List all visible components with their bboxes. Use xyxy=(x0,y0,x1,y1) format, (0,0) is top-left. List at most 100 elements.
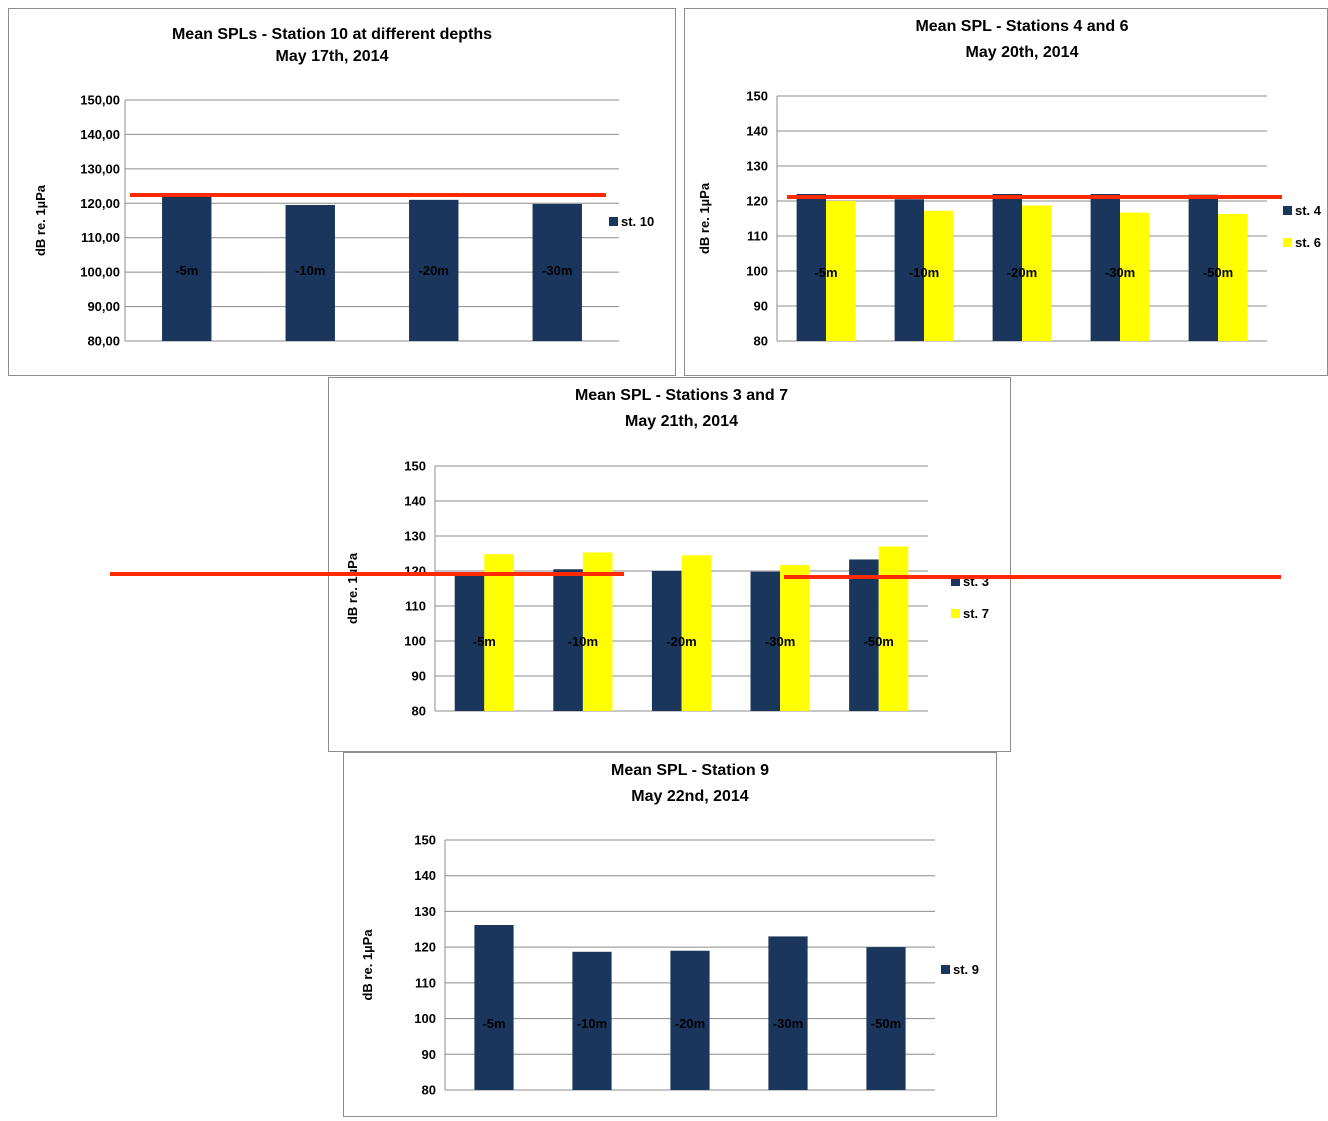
bar-st-7-minus-5m xyxy=(484,554,514,711)
y-tick-label: 130 xyxy=(746,159,768,174)
bar-st-4-minus-50m xyxy=(1188,194,1218,341)
y-tick-label: 100,00 xyxy=(80,265,120,280)
bar-st-10-minus-20m xyxy=(409,199,459,341)
bar-st-6-minus-10m xyxy=(924,210,954,341)
x-tick-label: -20m xyxy=(419,263,449,278)
x-tick-label: -5m xyxy=(473,634,496,649)
x-tick-label: -30m xyxy=(1105,265,1135,280)
bar-st-10-minus-5m xyxy=(162,196,212,341)
y-tick-label: 100 xyxy=(746,264,768,279)
y-tick-label: 120 xyxy=(746,194,768,209)
legend-swatch xyxy=(609,217,618,226)
y-axis-label: dB re. 1µPa xyxy=(33,184,48,256)
y-tick-label: 100 xyxy=(404,634,426,649)
x-tick-label: -5m xyxy=(175,263,198,278)
y-tick-label: 110,00 xyxy=(81,230,120,245)
x-tick-label: -50m xyxy=(1203,265,1233,280)
bar-st-6-minus-20m xyxy=(1022,205,1052,341)
chart-subtitle: May 21th, 2014 xyxy=(625,413,738,430)
bar-st-6-minus-50m xyxy=(1218,213,1248,341)
y-tick-label: 130 xyxy=(414,904,436,919)
legend-label: st. 7 xyxy=(963,606,989,621)
chart-subtitle: May 17th, 2014 xyxy=(276,48,389,65)
y-tick-label: 90 xyxy=(422,1047,436,1062)
bar-st-10-minus-10m xyxy=(285,205,335,341)
y-tick-label: 150 xyxy=(746,89,768,104)
chart-panel-stations-4-6: Mean SPL - Stations 4 and 6 May 20th, 201… xyxy=(684,8,1328,376)
x-tick-label: -50m xyxy=(864,634,894,649)
bar-st-6-minus-5m xyxy=(826,201,856,341)
chart-panel-stations-3-7: Mean SPL - Stations 3 and 7 May 21th, 201… xyxy=(328,377,1011,752)
chart-subtitle: May 22nd, 2014 xyxy=(631,788,749,805)
chart-station-9: Mean SPL - Station 9 May 22nd, 2014 80 90 10… xyxy=(360,762,979,1098)
y-tick-label: 80 xyxy=(422,1083,436,1098)
legend-label: st. 9 xyxy=(953,962,979,977)
y-tick-label: 140 xyxy=(404,494,426,509)
bar-st-3-minus-10m xyxy=(553,569,583,711)
bar-st-9-minus-20m xyxy=(670,950,710,1090)
bar-st-6-minus-30m xyxy=(1120,212,1150,341)
y-tick-label: 140 xyxy=(746,124,768,139)
y-tick-label: 80 xyxy=(754,334,768,349)
legend-label: st. 3 xyxy=(963,574,989,589)
x-tick-label: -30m xyxy=(773,1016,803,1031)
y-tick-label: 110 xyxy=(405,599,426,614)
y-tick-label: 150 xyxy=(414,833,436,848)
x-tick-label: -20m xyxy=(666,634,696,649)
y-tick-label: 130 xyxy=(404,529,426,544)
y-axis-label: dB re. 1µPa xyxy=(697,182,712,254)
bar-st-7-minus-30m xyxy=(780,565,810,711)
y-tick-label: 90 xyxy=(754,299,768,314)
y-tick-label: 90 xyxy=(412,669,426,684)
chart-title: Mean SPL - Stations 3 and 7 xyxy=(575,387,788,404)
x-tick-label: -30m xyxy=(765,634,795,649)
x-tick-label: -20m xyxy=(1007,265,1037,280)
chart-stations-4-6: Mean SPL - Stations 4 and 6 May 20th, 201… xyxy=(697,18,1322,349)
y-tick-label: 120 xyxy=(414,940,436,955)
legend-swatch xyxy=(951,609,960,618)
chart-panel-station-10: Mean SPLs - Station 10 at different dept… xyxy=(8,8,676,376)
bar-st-3-minus-5m xyxy=(454,572,485,711)
x-tick-label: -10m xyxy=(568,634,598,649)
legend-swatch xyxy=(1283,206,1292,215)
bar-st-4-minus-20m xyxy=(992,194,1022,341)
chart-station-10: Mean SPLs - Station 10 at different dept… xyxy=(33,26,654,349)
bar-st-9-minus-30m xyxy=(768,936,808,1090)
legend-swatch xyxy=(951,577,960,586)
y-tick-label: 120,00 xyxy=(80,196,120,211)
bar-st-9-minus-50m xyxy=(866,947,906,1090)
bar-st-7-minus-20m xyxy=(681,555,712,711)
bar-st-9-minus-5m xyxy=(474,925,514,1090)
legend-label: st. 6 xyxy=(1295,235,1321,250)
bar-st-7-minus-50m xyxy=(878,546,909,711)
chart-title: Mean SPL - Station 9 xyxy=(611,762,769,779)
x-tick-label: -30m xyxy=(542,263,572,278)
legend-label: st. 10 xyxy=(621,214,654,229)
chart-panel-station-9: Mean SPL - Station 9 May 22nd, 2014 80 90 10… xyxy=(343,752,997,1117)
x-tick-label: -50m xyxy=(871,1016,901,1031)
chart-subtitle: May 20th, 2014 xyxy=(966,44,1079,61)
bar-st-10-minus-30m xyxy=(532,203,582,341)
chart-stations-3-7: Mean SPL - Stations 3 and 7 May 21th, 201… xyxy=(345,387,989,719)
x-tick-label: -5m xyxy=(482,1016,505,1031)
chart-title: Mean SPL - Stations 4 and 6 xyxy=(915,18,1128,35)
y-tick-label: 100 xyxy=(414,1011,436,1026)
x-tick-label: -5m xyxy=(814,265,837,280)
x-tick-label: -10m xyxy=(295,263,325,278)
y-tick-label: 80 xyxy=(412,704,426,719)
chart-title: Mean SPLs - Station 10 at different dept… xyxy=(172,26,492,43)
y-tick-label: 150 xyxy=(404,459,426,474)
x-tick-label: -20m xyxy=(675,1016,705,1031)
bar-st-4-minus-30m xyxy=(1090,194,1120,341)
y-tick-label: 140 xyxy=(414,868,436,883)
legend-swatch xyxy=(941,965,950,974)
bar-st-7-minus-10m xyxy=(582,552,613,711)
legend-swatch xyxy=(1283,238,1292,247)
y-tick-label: 90,00 xyxy=(87,299,120,314)
y-axis-label: dB re. 1µPa xyxy=(345,552,360,624)
y-tick-label: 130,00 xyxy=(80,161,120,176)
bar-st-3-minus-30m xyxy=(750,571,781,711)
bar-st-4-minus-10m xyxy=(894,199,924,341)
y-tick-label: 110 xyxy=(415,975,436,990)
y-tick-label: 140,00 xyxy=(80,127,120,142)
